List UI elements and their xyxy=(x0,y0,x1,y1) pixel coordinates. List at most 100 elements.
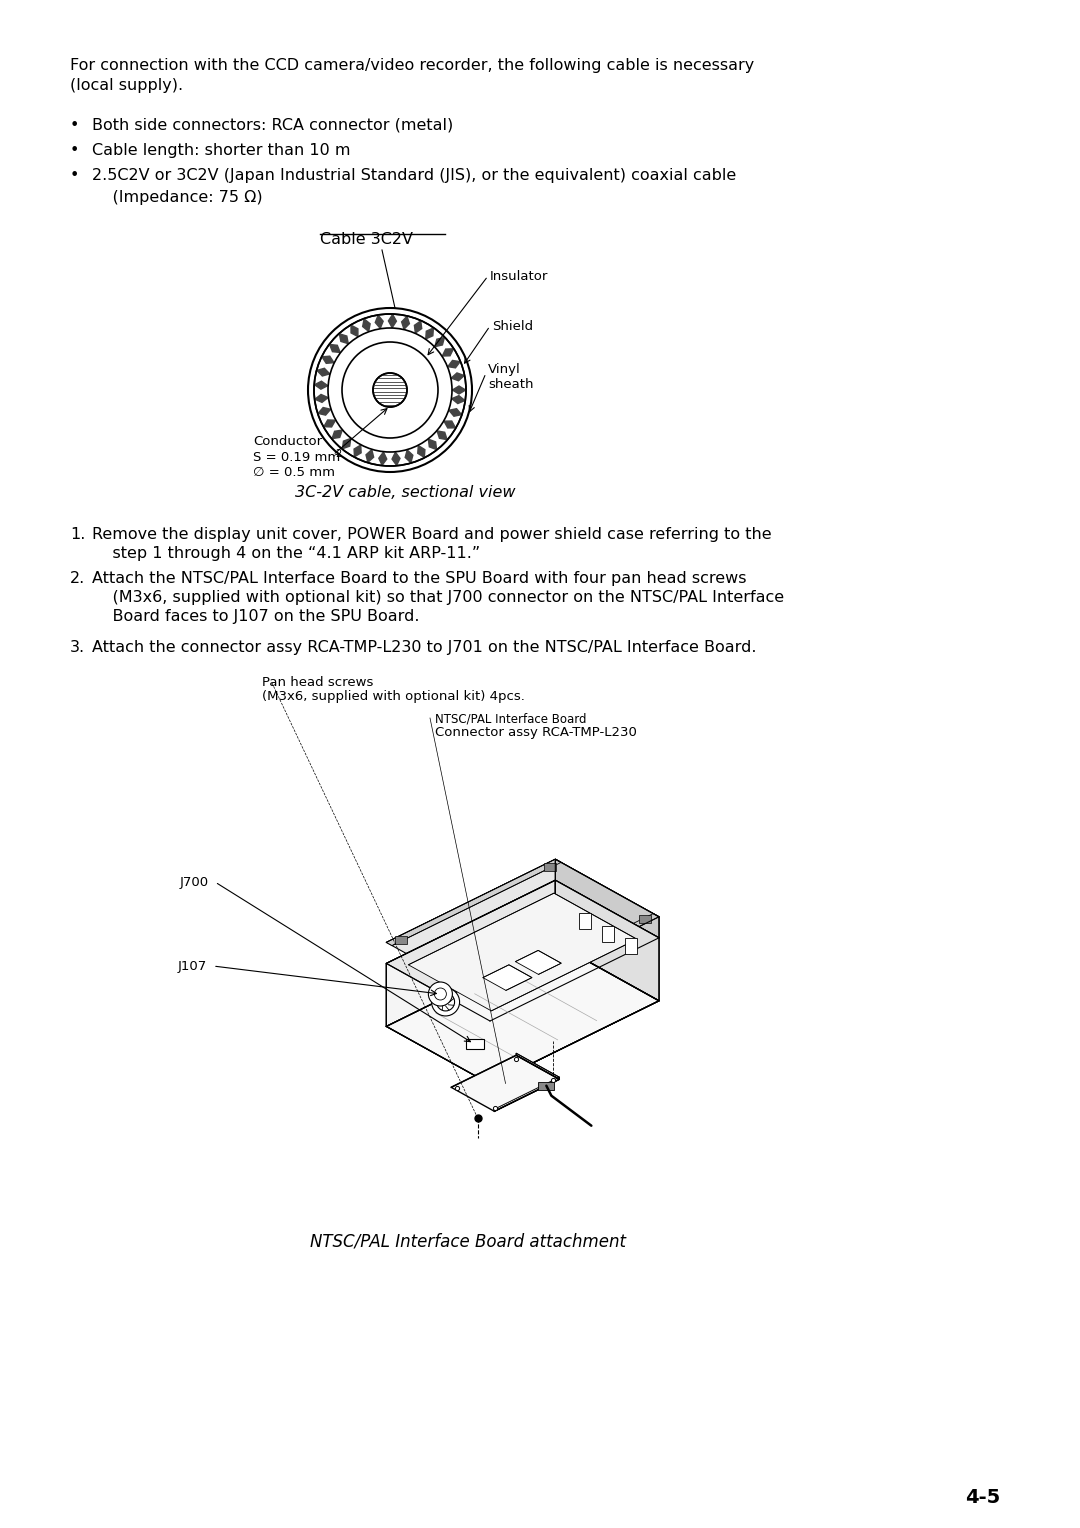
Polygon shape xyxy=(387,880,659,1021)
Polygon shape xyxy=(318,408,330,416)
Bar xyxy=(465,1039,484,1048)
Polygon shape xyxy=(483,964,532,990)
Polygon shape xyxy=(490,917,659,1021)
Polygon shape xyxy=(387,859,562,946)
Text: 3C-2V cable, sectional view: 3C-2V cable, sectional view xyxy=(295,484,515,500)
Text: •: • xyxy=(70,168,79,183)
Text: 1.: 1. xyxy=(70,527,85,542)
Text: 2.5C2V or 3C2V (Japan Industrial Standard (JIS), or the equivalent) coaxial cabl: 2.5C2V or 3C2V (Japan Industrial Standar… xyxy=(92,168,737,183)
Text: Attach the NTSC/PAL Interface Board to the SPU Board with four pan head screws: Attach the NTSC/PAL Interface Board to t… xyxy=(92,571,746,587)
Text: Pan head screws: Pan head screws xyxy=(262,675,374,689)
Text: Vinyl: Vinyl xyxy=(488,364,521,376)
Text: step 1 through 4 on the “4.1 ARP kit ARP-11.”: step 1 through 4 on the “4.1 ARP kit ARP… xyxy=(92,545,481,561)
Text: J107: J107 xyxy=(178,960,207,973)
Text: •: • xyxy=(70,144,79,157)
Bar xyxy=(489,989,501,996)
Polygon shape xyxy=(402,316,409,329)
Polygon shape xyxy=(322,356,334,364)
Polygon shape xyxy=(415,321,421,333)
Text: (M3x6, supplied with optional kit) 4pcs.: (M3x6, supplied with optional kit) 4pcs. xyxy=(262,691,525,703)
Polygon shape xyxy=(444,422,456,428)
Text: Both side connectors: RCA connector (metal): Both side connectors: RCA connector (met… xyxy=(92,118,454,133)
Text: Connector assy RCA-TMP-L230: Connector assy RCA-TMP-L230 xyxy=(435,726,637,740)
Polygon shape xyxy=(392,452,400,466)
Polygon shape xyxy=(555,859,659,938)
Text: Cable length: shorter than 10 m: Cable length: shorter than 10 m xyxy=(92,144,351,157)
Circle shape xyxy=(432,989,460,1016)
Circle shape xyxy=(373,373,407,406)
Polygon shape xyxy=(426,329,433,339)
Circle shape xyxy=(314,313,465,466)
Polygon shape xyxy=(408,894,637,1012)
Polygon shape xyxy=(354,445,361,457)
Text: 3.: 3. xyxy=(70,640,85,656)
Text: 2.: 2. xyxy=(70,571,85,587)
Polygon shape xyxy=(316,368,329,376)
Circle shape xyxy=(308,309,472,472)
Text: (Impedance: 75 Ω): (Impedance: 75 Ω) xyxy=(92,189,262,205)
Bar xyxy=(538,1082,554,1089)
Text: (M3x6, supplied with optional kit) so that J700 connector on the NTSC/PAL Interf: (M3x6, supplied with optional kit) so th… xyxy=(92,590,784,605)
Polygon shape xyxy=(363,319,370,332)
Polygon shape xyxy=(375,315,383,329)
Polygon shape xyxy=(329,344,340,353)
Text: ∅ = 0.5 mm: ∅ = 0.5 mm xyxy=(253,466,335,478)
Text: Insulator: Insulator xyxy=(490,270,549,283)
Polygon shape xyxy=(387,880,555,1027)
Text: NTSC/PAL Interface Board attachment: NTSC/PAL Interface Board attachment xyxy=(310,1232,626,1250)
Polygon shape xyxy=(451,396,464,403)
Polygon shape xyxy=(448,361,460,368)
Polygon shape xyxy=(451,1056,559,1111)
Text: 4-5: 4-5 xyxy=(966,1488,1000,1507)
Polygon shape xyxy=(490,938,659,1083)
Polygon shape xyxy=(555,880,659,1001)
Polygon shape xyxy=(389,315,396,327)
Polygon shape xyxy=(429,439,436,449)
Bar xyxy=(579,912,591,929)
Polygon shape xyxy=(366,449,374,463)
Polygon shape xyxy=(387,963,490,1083)
Polygon shape xyxy=(418,446,424,457)
Text: NTSC/PAL Interface Board: NTSC/PAL Interface Board xyxy=(435,712,586,724)
Polygon shape xyxy=(437,431,447,440)
Text: S = 0.19 mm: S = 0.19 mm xyxy=(253,451,340,465)
Polygon shape xyxy=(387,859,659,999)
Text: J700: J700 xyxy=(180,876,210,889)
Polygon shape xyxy=(516,1053,559,1079)
Text: (local supply).: (local supply). xyxy=(70,78,184,93)
Polygon shape xyxy=(449,408,461,416)
Bar xyxy=(638,915,650,923)
Text: •: • xyxy=(70,118,79,133)
Polygon shape xyxy=(405,449,413,463)
Text: Board faces to J107 on the SPU Board.: Board faces to J107 on the SPU Board. xyxy=(92,610,419,623)
Text: Remove the display unit cover, POWER Board and power shield case referring to th: Remove the display unit cover, POWER Boa… xyxy=(92,527,771,542)
Polygon shape xyxy=(324,420,336,426)
Text: Shield: Shield xyxy=(492,319,534,333)
Text: Conductor: Conductor xyxy=(253,435,322,448)
Polygon shape xyxy=(387,943,659,1083)
Polygon shape xyxy=(435,338,444,347)
Polygon shape xyxy=(351,325,357,336)
Polygon shape xyxy=(495,1077,559,1111)
Circle shape xyxy=(429,983,453,1005)
Circle shape xyxy=(436,993,455,1012)
Text: Cable 3C2V: Cable 3C2V xyxy=(320,232,413,248)
Polygon shape xyxy=(453,387,465,394)
Polygon shape xyxy=(443,348,454,356)
Text: Attach the connector assy RCA-TMP-L230 to J701 on the NTSC/PAL Interface Board.: Attach the connector assy RCA-TMP-L230 t… xyxy=(92,640,756,656)
Bar xyxy=(603,926,615,941)
Circle shape xyxy=(434,989,446,999)
Polygon shape xyxy=(315,394,328,402)
Bar xyxy=(394,937,407,944)
Polygon shape xyxy=(515,950,562,975)
Polygon shape xyxy=(379,452,387,465)
Polygon shape xyxy=(332,429,342,439)
Polygon shape xyxy=(339,333,348,344)
Circle shape xyxy=(328,329,453,452)
Bar xyxy=(544,863,556,871)
Polygon shape xyxy=(342,439,351,449)
Text: sheath: sheath xyxy=(488,377,534,391)
Polygon shape xyxy=(314,380,328,390)
Polygon shape xyxy=(484,914,659,999)
Bar xyxy=(625,938,637,955)
